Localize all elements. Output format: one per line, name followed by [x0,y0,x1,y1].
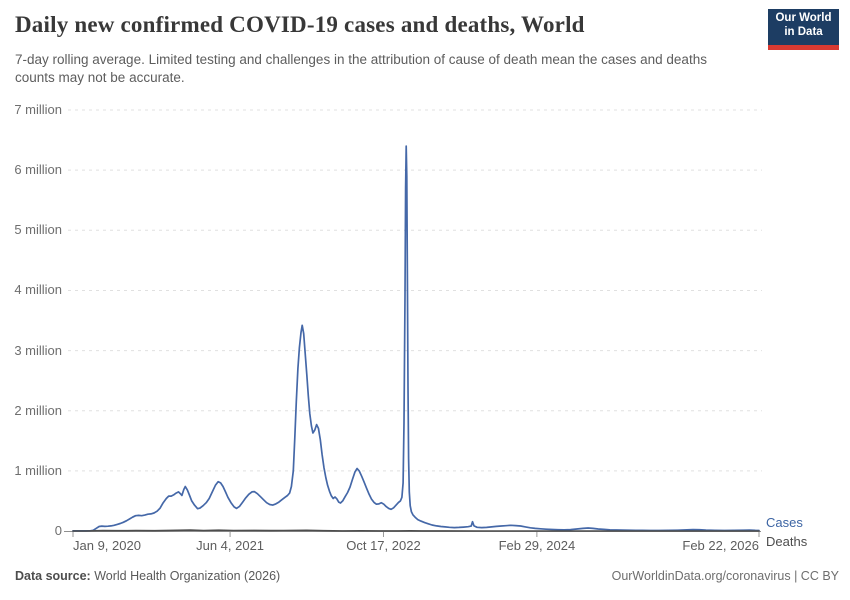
x-axis-tick-label: Feb 29, 2024 [498,538,576,553]
deaths-line[interactable] [72,529,760,532]
data-source-label: Data source: [15,569,91,583]
page-title: Daily new confirmed COVID-19 cases and d… [15,12,585,37]
y-axis-tick-label: 6 million [14,162,62,178]
chart-subtitle: 7-day rolling average. Limited testing a… [15,52,707,85]
owid-logo-line2: in Data [784,25,823,38]
y-axis-tick-label: 5 million [14,222,62,238]
y-axis-tick-label: 7 million [14,102,62,118]
data-source: Data source: World Health Organization (… [15,569,280,583]
owid-logo-line1: Our World [775,12,832,24]
y-axis-tick-label: 2 million [14,402,62,418]
cases-line[interactable] [72,145,760,532]
data-source-value: World Health Organization (2026) [90,569,281,583]
y-axis-tick-label: 4 million [14,282,62,298]
footer-credit[interactable]: OurWorldinData.org/coronavirus | CC BY [611,569,839,583]
legend-label-deaths[interactable]: Deaths [766,534,808,549]
owid-logo[interactable]: Our World in Data [768,9,839,50]
x-axis-tick-label: Jan 9, 2020 [73,538,141,553]
x-axis-tick-label: Jun 4, 2021 [196,538,265,553]
x-axis-tick-label: Feb 22, 2026 [682,538,759,553]
y-axis-tick-label: 1 million [14,462,62,478]
y-axis-tick-label: 0 [54,523,62,538]
x-axis-tick-label: Oct 17, 2022 [346,538,421,553]
y-axis-tick-label: 3 million [14,342,62,358]
legend-label-cases[interactable]: Cases [766,515,803,530]
